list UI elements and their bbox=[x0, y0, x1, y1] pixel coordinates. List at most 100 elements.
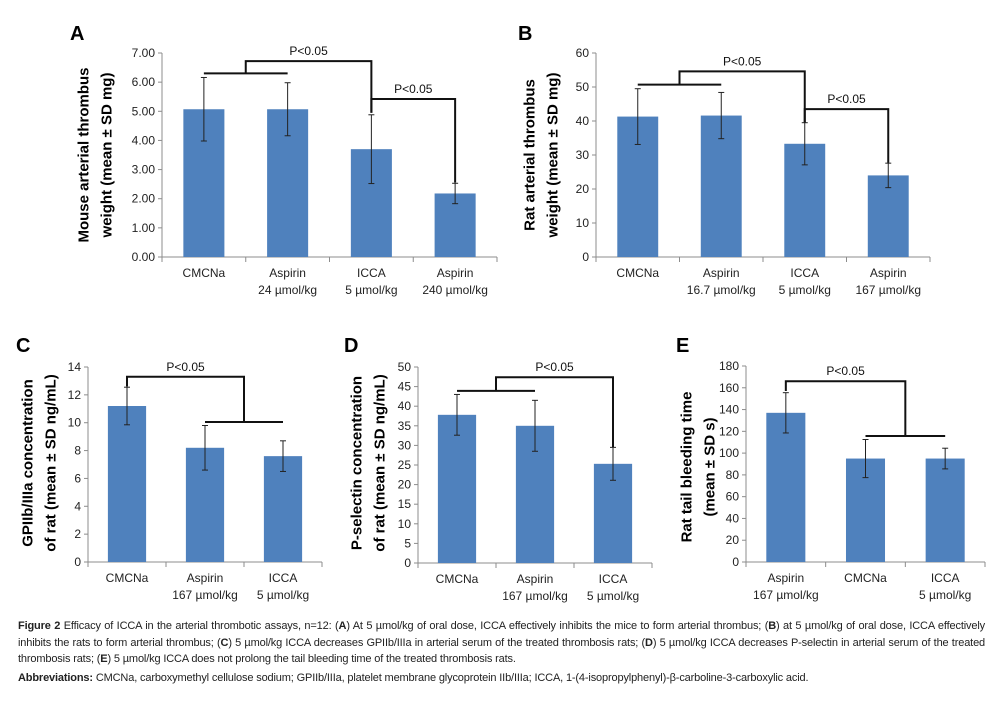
category-label: 240 µmol/kg bbox=[422, 283, 488, 297]
y-axis-label-line: Rat tail bleeding time bbox=[679, 392, 696, 543]
category-label: Aspirin bbox=[703, 266, 740, 280]
y-tick-label: 2 bbox=[74, 527, 81, 541]
y-tick-label: 60 bbox=[576, 46, 590, 60]
y-axis-label-line: weight (mean ± SD mg) bbox=[545, 73, 562, 239]
y-tick-label: 10 bbox=[398, 517, 412, 531]
bar bbox=[867, 175, 909, 257]
y-tick-label: 35 bbox=[398, 419, 412, 433]
significance-bracket bbox=[370, 98, 457, 183]
caption-segment: ) 5 µmol/kg ICCA decreases GPIIb/IIIa in… bbox=[228, 636, 646, 649]
category-label: Aspirin bbox=[269, 266, 306, 280]
category-label: ICCA bbox=[599, 572, 628, 586]
y-tick-label: 45 bbox=[398, 380, 412, 394]
y-tick-label: 5 bbox=[404, 536, 411, 550]
category-label: 16.7 µmol/kg bbox=[687, 283, 756, 297]
y-tick-label: 8 bbox=[74, 444, 81, 458]
category-label: CMCNa bbox=[844, 571, 887, 585]
y-tick-label: 0 bbox=[582, 250, 589, 264]
y-tick-label: 4 bbox=[74, 499, 81, 513]
category-label: ICCA bbox=[790, 266, 819, 280]
bar bbox=[107, 406, 147, 562]
category-label: 5 µmol/kg bbox=[919, 588, 971, 602]
category-label: 167 µmol/kg bbox=[753, 588, 819, 602]
y-tick-label: 80 bbox=[726, 468, 740, 482]
abbreviations-text: CMCNa, carboxymethyl cellulose sodium; G… bbox=[92, 671, 809, 684]
category-label: CMCNa bbox=[183, 266, 226, 280]
y-tick-label: 40 bbox=[398, 399, 412, 413]
caption-segment: ) 5 µmol/kg ICCA does not prolong the ta… bbox=[107, 653, 516, 665]
category-label: ICCA bbox=[931, 571, 960, 585]
category-label: 5 µmol/kg bbox=[779, 283, 831, 297]
figure-caption: Figure 2 Efficacy of ICCA in the arteria… bbox=[18, 618, 985, 686]
significance-label: P<0.05 bbox=[166, 360, 205, 374]
significance-label: P<0.05 bbox=[827, 92, 866, 106]
y-tick-label: 180 bbox=[719, 359, 739, 373]
y-tick-label: 1.00 bbox=[132, 221, 156, 235]
bar bbox=[925, 458, 965, 562]
significance-label: P<0.05 bbox=[723, 54, 762, 68]
y-tick-label: 160 bbox=[719, 381, 739, 395]
bar bbox=[766, 412, 806, 562]
y-tick-label: 50 bbox=[576, 80, 590, 94]
y-tick-label: 4.00 bbox=[132, 133, 156, 147]
y-tick-label: 6.00 bbox=[132, 75, 156, 89]
significance-bracket bbox=[784, 380, 907, 437]
y-tick-label: 10 bbox=[68, 416, 82, 430]
abbreviations-label: Abbreviations: bbox=[18, 671, 93, 684]
category-label: Aspirin bbox=[767, 571, 804, 585]
y-tick-label: 100 bbox=[719, 446, 739, 460]
caption-segment: B bbox=[768, 620, 777, 632]
significance-bracket bbox=[244, 60, 373, 113]
figure-charts: A Mouse arterial thrombus weight (mean ± S… bbox=[16, 23, 986, 603]
y-tick-label: 0 bbox=[74, 555, 81, 569]
category-label: CMCNa bbox=[106, 571, 149, 585]
y-tick-label: 40 bbox=[576, 114, 590, 128]
y-tick-label: 140 bbox=[719, 403, 739, 417]
category-label: 5 µmol/kg bbox=[257, 588, 309, 602]
y-tick-label: 20 bbox=[576, 182, 590, 196]
y-axis-label-line: P-selectin concentration bbox=[349, 376, 366, 550]
category-label: 5 µmol/kg bbox=[345, 283, 397, 297]
y-tick-label: 5.00 bbox=[132, 104, 156, 118]
panel-label: A bbox=[70, 23, 84, 45]
caption-segment: ) At 5 µmol/kg of oral dose, ICCA effect… bbox=[346, 620, 769, 632]
caption-segment: C bbox=[220, 636, 229, 649]
category-label: ICCA bbox=[269, 571, 298, 585]
significance-bracket bbox=[678, 70, 806, 123]
chart-panel-b: B Rat arterial thrombus weight (mean ± SD … bbox=[518, 23, 931, 297]
chart-panel-e: E Rat tail bleeding time (mean ± SD s) 0 20 4… bbox=[676, 335, 986, 602]
y-axis-label: P-selectin concentration of rat (mean ± S… bbox=[349, 374, 389, 551]
category-label: 167 µmol/kg bbox=[502, 589, 568, 603]
y-axis-label-line: of rat (mean ± SD ng/mL) bbox=[372, 374, 389, 551]
y-tick-label: 120 bbox=[719, 424, 739, 438]
category-label: CMCNa bbox=[616, 266, 659, 280]
caption-segment: Efficacy of ICCA in the arterial thrombo… bbox=[60, 620, 339, 632]
y-axis-label-line: weight (mean ± SD mg) bbox=[99, 73, 116, 239]
caption-segment: A bbox=[338, 620, 347, 632]
y-axis-label: Rat arterial thrombus weight (mean ± SD m… bbox=[522, 73, 562, 239]
caption-segment: Figure 2 bbox=[18, 620, 61, 632]
y-tick-label: 12 bbox=[68, 388, 82, 402]
significance-label: P<0.05 bbox=[826, 364, 865, 378]
y-tick-label: 10 bbox=[576, 216, 590, 230]
significance-label: P<0.05 bbox=[535, 360, 574, 374]
y-axis-label: Rat tail bleeding time (mean ± SD s) bbox=[679, 392, 719, 543]
y-tick-label: 3.00 bbox=[132, 163, 156, 177]
category-label: ICCA bbox=[357, 266, 386, 280]
y-tick-label: 15 bbox=[398, 497, 412, 511]
panel-label: B bbox=[518, 23, 532, 45]
caption-main: Figure 2 Efficacy of ICCA in the arteria… bbox=[18, 618, 985, 668]
chart-panel-a: A Mouse arterial thrombus weight (mean ± S… bbox=[70, 23, 498, 297]
y-axis-label-line: Mouse arterial thrombus bbox=[76, 67, 93, 242]
category-label: 5 µmol/kg bbox=[587, 589, 639, 603]
bar bbox=[263, 456, 303, 562]
y-tick-label: 30 bbox=[398, 438, 412, 452]
category-label: 167 µmol/kg bbox=[172, 588, 238, 602]
caption-segment: ) 5 µmol/kg ICCA decreases P-selectin in… bbox=[18, 636, 986, 666]
y-axis-label: GPIIb/IIIa concentration of rat (mean ± S… bbox=[20, 374, 60, 551]
y-tick-label: 30 bbox=[576, 148, 590, 162]
y-tick-label: 0.00 bbox=[132, 250, 156, 264]
y-tick-label: 0 bbox=[732, 555, 739, 569]
y-tick-label: 40 bbox=[726, 511, 740, 525]
panel-label: E bbox=[676, 335, 689, 357]
